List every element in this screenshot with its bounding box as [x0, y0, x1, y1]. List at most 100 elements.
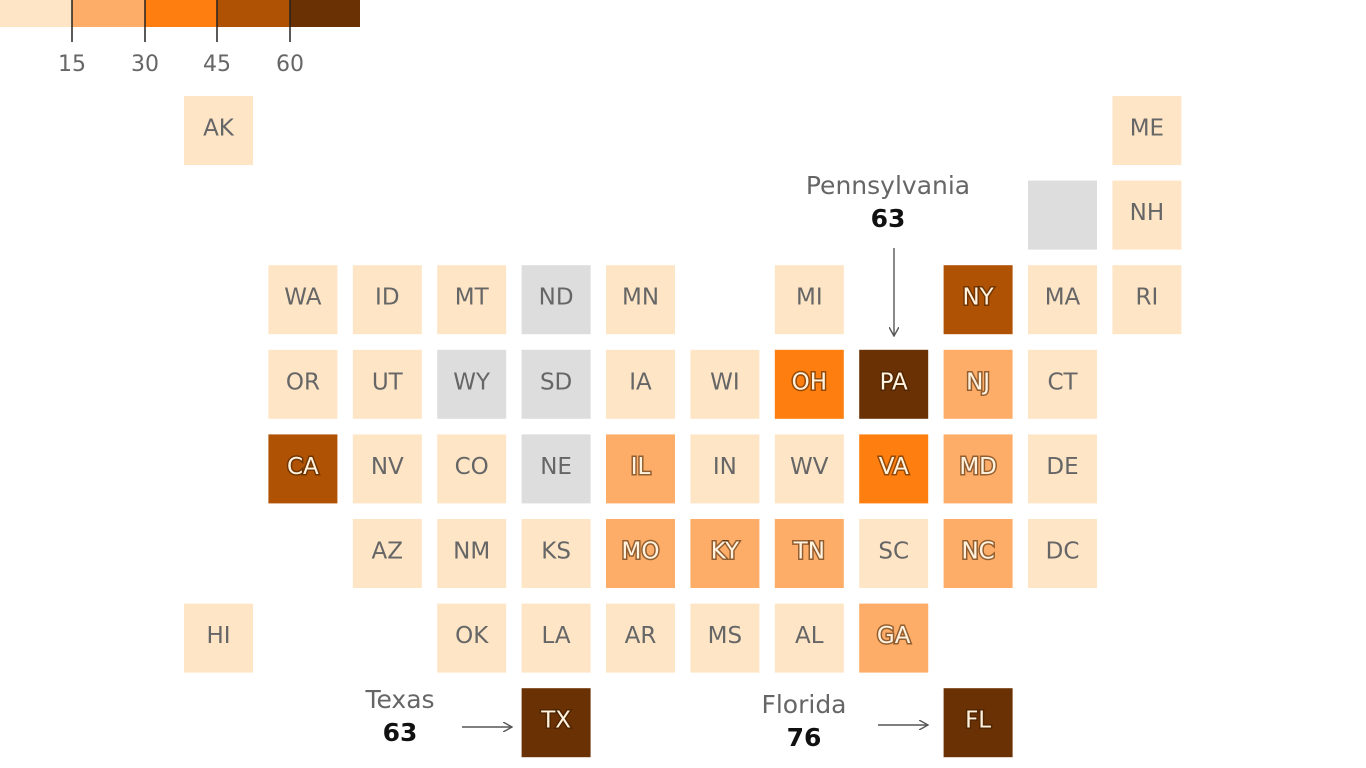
state-label: OR: [286, 369, 320, 395]
state-label: CT: [1047, 369, 1078, 395]
state-label: NJ: [966, 369, 990, 395]
state-tile: [268, 434, 338, 504]
state-tile: [606, 349, 675, 419]
state-label: MI: [796, 285, 823, 311]
state-label: MO: [622, 539, 660, 565]
state-tile: [268, 265, 338, 335]
state-tile: [859, 349, 929, 419]
state-tile: [943, 688, 1013, 758]
state-label: UT: [372, 369, 404, 395]
state-tile: [859, 434, 929, 504]
state-tile: [437, 434, 507, 504]
state-label: ND: [539, 285, 574, 311]
state-tile: [437, 349, 507, 419]
state-label: OK: [455, 623, 489, 649]
state-tile: [437, 603, 507, 673]
state-label: NE: [540, 454, 572, 480]
state-tile: [606, 434, 675, 504]
state-tile: [943, 265, 1013, 335]
state-label: DE: [1046, 454, 1078, 480]
state-tile: [606, 603, 675, 673]
state-label: GA: [877, 623, 911, 649]
annotation-value: 76: [787, 723, 822, 752]
state-tile: [352, 349, 422, 419]
state-tile: [774, 603, 844, 673]
state-tile: [1028, 519, 1097, 588]
state-tile: [184, 96, 253, 165]
state-tile: [1028, 434, 1097, 504]
state-label: WY: [453, 369, 491, 395]
legend-swatch: [72, 0, 145, 27]
annotation-value: 63: [383, 718, 418, 747]
state-tile: [352, 434, 422, 504]
state-tile: [521, 265, 591, 335]
legend-swatch: [290, 0, 360, 27]
legend-swatch: [0, 0, 72, 27]
state-label: MS: [708, 623, 742, 649]
state-label: SD: [540, 369, 572, 395]
state-label: PA: [880, 369, 908, 395]
state-label: AL: [795, 623, 824, 649]
legend-tick-label: 30: [131, 52, 159, 77]
state-label: RI: [1136, 285, 1159, 311]
state-label: NC: [961, 539, 994, 565]
state-label: OH: [792, 369, 827, 395]
state-tile: [690, 349, 760, 419]
state-label: MN: [622, 285, 659, 311]
state-label: AZ: [372, 539, 404, 565]
state-tile: [437, 265, 507, 335]
state-label: TX: [540, 708, 571, 734]
state-label: NH: [1130, 200, 1165, 226]
legend-swatch: [217, 0, 290, 27]
state-label: AR: [625, 623, 657, 649]
state-tile: [943, 349, 1013, 419]
state-label: ID: [375, 285, 400, 311]
state-tile: [1112, 96, 1182, 165]
state-tile: [352, 519, 422, 588]
state-label: NY: [962, 285, 994, 311]
state-tile: [943, 519, 1013, 588]
state-tile: [437, 519, 507, 588]
state-label: IA: [629, 369, 652, 395]
state-tile: [943, 434, 1013, 504]
state-tile: [859, 603, 929, 673]
state-tile: [521, 434, 591, 504]
state-label: SC: [878, 539, 909, 565]
state-label: ME: [1130, 116, 1164, 142]
annotation-value: 63: [871, 204, 906, 233]
state-tile: [521, 519, 591, 588]
state-tile: [690, 519, 760, 588]
state-label: MA: [1045, 285, 1081, 311]
state-tile: [690, 434, 760, 504]
annotation-name: Pennsylvania: [806, 171, 970, 200]
state-label: AK: [203, 116, 235, 142]
state-label: KS: [541, 539, 571, 565]
state-label: WA: [284, 285, 321, 311]
state-label: FL: [965, 708, 991, 734]
state-tile: [859, 519, 929, 588]
state-tile: [606, 519, 675, 588]
state-label: WV: [790, 454, 829, 480]
state-tile: [774, 519, 844, 588]
state-label: KY: [711, 539, 740, 565]
state-label: TN: [793, 539, 825, 565]
state-tile: [1028, 265, 1097, 335]
state-label: MD: [959, 454, 997, 480]
legend-swatch: [145, 0, 217, 27]
state-tile: [1028, 349, 1097, 419]
state-tile: [1112, 265, 1182, 335]
annotation-name: Texas: [364, 685, 434, 714]
state-tile: [184, 603, 253, 673]
state-tile: [606, 265, 675, 335]
legend-tick-label: 15: [58, 52, 86, 77]
legend-tick-label: 45: [203, 52, 231, 77]
legend-tick-label: 60: [276, 52, 304, 77]
state-label: NM: [453, 539, 490, 565]
state-label: VA: [879, 454, 909, 480]
state-tile: [521, 349, 591, 419]
state-label: MT: [455, 285, 490, 311]
state-tile: [774, 349, 844, 419]
state-label: LA: [542, 623, 571, 649]
